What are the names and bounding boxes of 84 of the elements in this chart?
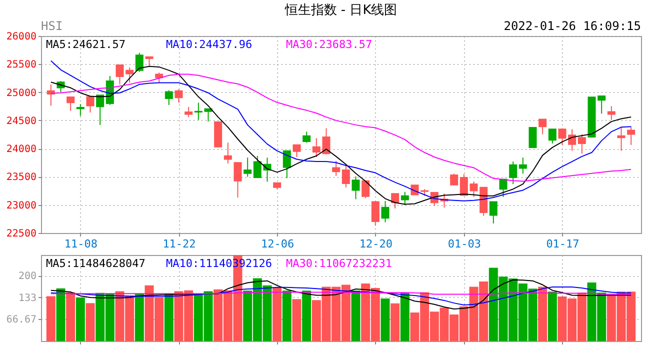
bar [282,290,292,341]
candlestick [282,150,291,179]
bar [538,286,548,341]
candlestick [362,180,370,199]
candlestick [538,118,547,135]
candlestick [352,176,360,200]
candlestick [528,126,537,148]
bar [292,299,302,341]
chart-title: 恒生指数 - 日K线图 [284,3,398,18]
candlestick [194,102,202,120]
text: HSI [41,19,63,33]
y-tick-label: 23000 [6,200,36,212]
line-series [50,286,632,306]
candlestick [253,155,262,179]
bar [272,287,282,341]
bar [400,292,410,341]
bar [56,288,66,341]
bar [76,298,85,341]
y-tick-label: 25500 [6,60,36,71]
x-tick-label: 12-20 [359,238,392,250]
candlestick [400,191,409,206]
candlestick [292,144,301,158]
y-tick-label: 24500 [6,116,36,127]
candlestick [135,52,144,72]
x-tick-label: 11-22 [162,238,196,250]
candlestick [204,108,212,122]
candlestick [66,96,75,112]
y-tick-label: 25000 [6,88,36,99]
x-tick-label: 12-06 [261,238,294,250]
x-tick-label: 11-08 [64,238,98,250]
text: MA10:24437.96 [166,38,252,51]
candlestick [184,106,193,118]
candlestick [174,88,183,104]
candlestick [342,164,350,188]
candlestick [371,201,380,226]
y-tick-label: 22500 [6,228,36,240]
y-tick-label: 133 [18,292,36,304]
candlestick [617,126,626,152]
candlestick [332,160,340,176]
bar [86,303,95,341]
candlestick [391,193,400,210]
x-tick-label: 01-17 [546,238,580,250]
y-tick-label: 23500 [6,172,36,184]
bar [46,296,56,341]
y-tick-label: 26000 [6,32,36,42]
candlestick [381,200,390,223]
candlestick [489,201,498,224]
candlestick [234,162,242,198]
candlestick [518,157,527,174]
candlestick [548,128,556,144]
text: MA30:11067232231 [286,257,392,270]
text: MA5:24621.57 [46,38,126,51]
candlestick [578,134,586,154]
text: MA30:23683.57 [286,38,372,51]
candlestick [509,161,518,185]
candlestick [164,90,173,106]
candlestick [96,94,104,126]
y-tick-label: 200 [18,271,36,282]
line-series [50,279,632,310]
candlestick [607,106,616,120]
y-tick-label: 66.67 [6,314,36,326]
bar [134,294,144,341]
candlestick [224,142,232,164]
bar [548,292,557,341]
bar [390,303,400,341]
bar [66,292,76,341]
candlestick [460,174,468,196]
candlestick [627,126,636,146]
bar [380,298,390,341]
series-label: MA5:11484628047 [46,257,146,270]
candlestick [244,157,252,178]
bar [302,290,312,341]
candlestick [76,104,84,116]
candlestick [302,131,311,144]
candlestick [312,138,320,158]
candlestick [499,178,508,198]
candlestick [145,56,154,66]
candlestick [450,173,458,186]
bar [351,290,360,341]
candlestick [86,96,94,114]
y-tick-label: 24000 [6,144,36,156]
bar [164,294,174,341]
text: 2022-01-26 16:09:15 [504,19,641,33]
x-tick-label: 01-03 [448,238,481,250]
